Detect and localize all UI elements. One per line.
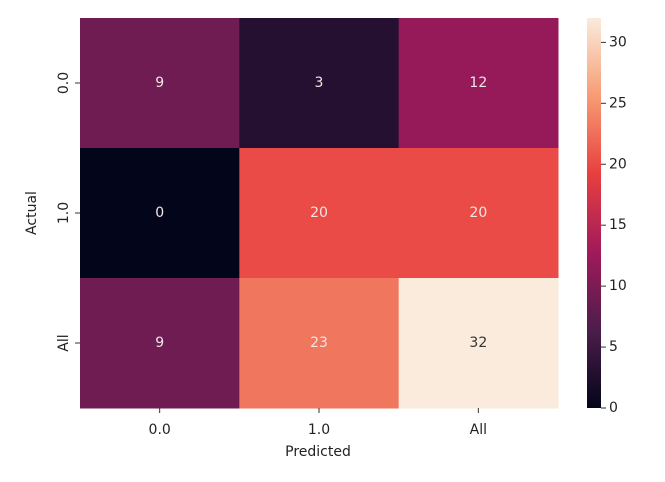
heatmap-cell <box>398 278 559 409</box>
heatmap-cell <box>80 278 240 409</box>
colorbar <box>587 18 601 408</box>
colorbar-tick-label: 10 <box>609 278 627 294</box>
x-tick-label: All <box>470 422 487 438</box>
x-axis-label: Predicted <box>285 444 351 460</box>
colorbar-tick-label: 25 <box>609 95 627 111</box>
cell-label: 23 <box>310 335 328 351</box>
cell-label: 9 <box>155 335 164 351</box>
heatmap-cell <box>80 18 240 149</box>
x-tick-label: 1.0 <box>308 422 330 438</box>
heatmap-cell <box>239 18 400 149</box>
y-tick-label: All <box>56 334 72 351</box>
colorbar-tick-label: 0 <box>609 400 618 416</box>
cell-label: 12 <box>469 75 487 91</box>
colorbar-tick-label: 15 <box>609 217 627 233</box>
colorbar-tick-label: 20 <box>609 156 627 172</box>
cell-label: 20 <box>469 205 487 221</box>
heatmap-cell <box>239 148 400 279</box>
heatmap-cell <box>398 148 559 279</box>
cell-label: 32 <box>469 335 487 351</box>
cell-label: 9 <box>155 75 164 91</box>
heatmap-cell <box>398 18 559 149</box>
x-tick-label: 0.0 <box>149 422 171 438</box>
colorbar-tick-label: 5 <box>609 339 618 355</box>
cell-label: 3 <box>315 75 324 91</box>
cell-label: 20 <box>310 205 328 221</box>
y-tick-label: 0.0 <box>56 72 72 94</box>
colorbar-tick-label: 30 <box>609 34 627 50</box>
heatmap-cell <box>239 278 400 409</box>
heatmap-cell <box>80 148 240 279</box>
y-axis-label: Actual <box>24 191 40 235</box>
y-tick-label: 1.0 <box>56 202 72 224</box>
cell-label: 0 <box>155 205 164 221</box>
